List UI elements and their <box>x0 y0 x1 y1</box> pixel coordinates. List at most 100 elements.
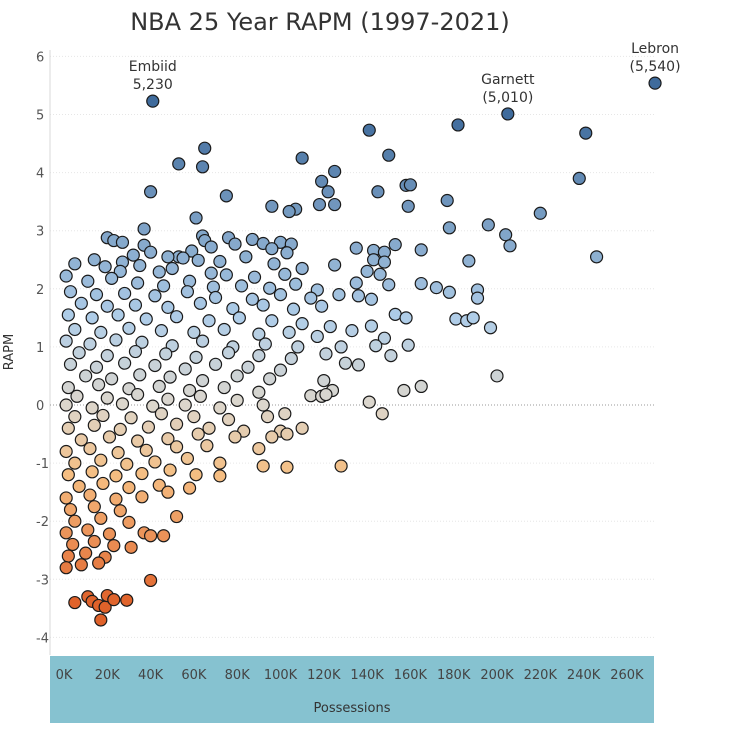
data-point[interactable] <box>202 314 216 328</box>
data-point[interactable] <box>295 421 309 435</box>
data-point[interactable] <box>68 514 82 528</box>
data-point[interactable] <box>213 456 227 470</box>
data-point[interactable] <box>161 392 175 406</box>
data-point[interactable] <box>291 340 305 354</box>
data-point[interactable] <box>187 410 201 424</box>
data-point[interactable] <box>152 265 166 279</box>
data-point[interactable] <box>265 242 279 256</box>
data-point[interactable] <box>388 307 402 321</box>
data-point[interactable] <box>442 285 456 299</box>
data-point[interactable] <box>115 235 130 249</box>
data-point[interactable] <box>449 312 463 326</box>
data-point[interactable] <box>334 459 348 473</box>
data-point[interactable] <box>189 468 203 482</box>
data-point[interactable] <box>579 126 593 140</box>
data-point[interactable] <box>111 446 125 460</box>
data-point[interactable] <box>258 337 272 351</box>
data-point[interactable] <box>189 350 203 364</box>
data-point[interactable] <box>61 421 75 435</box>
data-point[interactable] <box>94 511 108 525</box>
data-point[interactable] <box>384 349 398 363</box>
data-point[interactable] <box>180 451 195 466</box>
data-point[interactable] <box>263 281 277 295</box>
data-point[interactable] <box>68 410 82 424</box>
data-point[interactable] <box>66 537 80 552</box>
data-point[interactable] <box>59 561 73 575</box>
data-point[interactable] <box>68 257 82 271</box>
data-point[interactable] <box>146 94 160 108</box>
data-point[interactable] <box>414 243 428 257</box>
data-point[interactable] <box>217 380 231 395</box>
data-point[interactable] <box>133 258 147 273</box>
data-point[interactable] <box>256 298 270 312</box>
data-point[interactable] <box>161 485 175 499</box>
data-point[interactable] <box>648 76 662 90</box>
data-point[interactable] <box>328 258 342 272</box>
data-point[interactable] <box>137 222 151 236</box>
data-point[interactable] <box>228 430 242 444</box>
data-point[interactable] <box>221 412 236 427</box>
data-point[interactable] <box>120 457 134 471</box>
data-point[interactable] <box>94 325 108 339</box>
data-point[interactable] <box>189 211 203 225</box>
data-point[interactable] <box>139 312 153 326</box>
data-point[interactable] <box>120 593 134 607</box>
data-point[interactable] <box>195 334 210 348</box>
data-point[interactable] <box>362 123 376 137</box>
data-point[interactable] <box>364 319 379 333</box>
data-point[interactable] <box>351 289 366 303</box>
data-point[interactable] <box>161 432 175 446</box>
data-point[interactable] <box>401 199 415 213</box>
data-point[interactable] <box>85 401 99 415</box>
data-point[interactable] <box>499 228 513 242</box>
data-point[interactable] <box>230 369 244 383</box>
data-point[interactable] <box>89 288 104 302</box>
data-point[interactable] <box>382 148 396 162</box>
data-point[interactable] <box>83 337 97 351</box>
data-point[interactable] <box>252 349 266 363</box>
data-point[interactable] <box>161 250 175 264</box>
data-point[interactable] <box>442 221 456 235</box>
data-point[interactable] <box>451 118 465 132</box>
data-point[interactable] <box>163 463 177 477</box>
data-point[interactable] <box>280 460 294 474</box>
data-point[interactable] <box>371 185 385 199</box>
data-point[interactable] <box>144 245 158 259</box>
data-point[interactable] <box>152 478 166 492</box>
data-point[interactable] <box>219 268 233 282</box>
data-point[interactable] <box>351 358 366 372</box>
data-point[interactable] <box>228 237 242 251</box>
data-point[interactable] <box>100 299 114 313</box>
data-point[interactable] <box>70 389 84 403</box>
data-point[interactable] <box>81 274 95 288</box>
data-point[interactable] <box>533 206 547 220</box>
data-point[interactable] <box>135 490 149 504</box>
data-point[interactable] <box>107 593 121 607</box>
data-point[interactable] <box>252 441 266 456</box>
data-point[interactable] <box>278 267 292 281</box>
data-point[interactable] <box>133 368 147 382</box>
data-point[interactable] <box>96 408 110 423</box>
data-point[interactable] <box>388 238 402 252</box>
data-point[interactable] <box>98 260 112 274</box>
data-point[interactable] <box>373 267 387 281</box>
data-point[interactable] <box>59 444 73 459</box>
data-point[interactable] <box>68 456 82 470</box>
data-point[interactable] <box>193 389 207 403</box>
data-point[interactable] <box>572 171 586 186</box>
data-point[interactable] <box>131 387 145 402</box>
data-point[interactable] <box>124 540 138 554</box>
data-point[interactable] <box>156 279 171 293</box>
data-point[interactable] <box>135 335 149 349</box>
data-point[interactable] <box>315 174 329 188</box>
data-point[interactable] <box>282 325 296 339</box>
data-point[interactable] <box>414 379 428 394</box>
data-point[interactable] <box>94 613 108 627</box>
data-point[interactable] <box>252 385 266 399</box>
data-point[interactable] <box>226 301 240 316</box>
data-point[interactable] <box>83 488 97 502</box>
data-point[interactable] <box>364 292 379 306</box>
data-point[interactable] <box>362 395 376 409</box>
data-point[interactable] <box>87 253 101 267</box>
data-point[interactable] <box>61 468 75 482</box>
